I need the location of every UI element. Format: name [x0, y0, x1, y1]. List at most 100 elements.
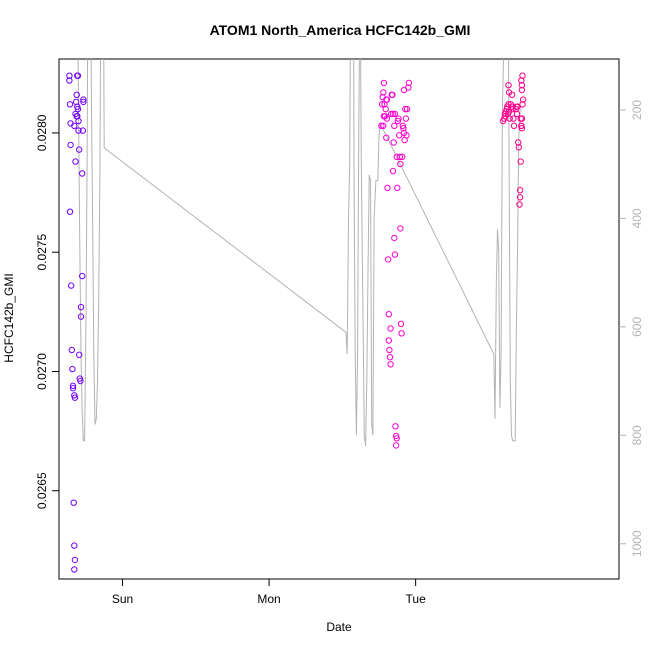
data-point-1-46: [399, 153, 406, 161]
data-point-0-28: [76, 146, 83, 153]
data-point-1-21: [387, 325, 394, 332]
data-point-1-26: [389, 167, 397, 175]
data-point-1-11: [383, 115, 391, 122]
data-point-0-8: [69, 365, 76, 373]
data-point-0-17: [71, 122, 78, 130]
data-point-1-15: [385, 256, 392, 263]
data-point-1-6: [380, 79, 388, 87]
data-point-1-18: [386, 346, 393, 354]
data-point-1-9: [382, 105, 389, 113]
data-point-1-16: [385, 311, 392, 318]
data-point-2-27: [517, 158, 524, 165]
data-point-2-22: [514, 103, 521, 110]
data-point-0-16: [71, 566, 78, 573]
data-point-1-45: [398, 330, 405, 337]
data-point-2-34: [518, 82, 526, 89]
data-point-0-30: [74, 72, 82, 79]
data-point-0-26: [75, 117, 82, 125]
data-point-0-38: [79, 127, 87, 134]
data-point-2-21: [513, 110, 521, 118]
data-point-0-25: [74, 105, 82, 113]
data-point-1-57: [405, 79, 413, 87]
data-point-0-40: [80, 98, 87, 106]
right-axis-series-line: [77, 59, 522, 447]
data-point-1-28: [391, 122, 398, 130]
data-point-1-41: [396, 153, 403, 161]
right-tick-label-2: 600: [630, 317, 644, 337]
data-point-0-1: [66, 77, 73, 84]
data-point-0-9: [69, 385, 77, 392]
data-point-1-19: [386, 354, 394, 361]
data-point-0-6: [68, 282, 75, 289]
data-point-1-5: [380, 122, 387, 130]
right-tick-label-1: 400: [630, 208, 644, 228]
data-point-1-13: [383, 96, 390, 103]
plot-frame: [58, 58, 620, 580]
data-point-2-10: [506, 115, 513, 122]
data-point-1-44: [397, 320, 405, 327]
data-point-0-39: [80, 96, 87, 103]
data-point-2-37: [517, 115, 524, 122]
right-tick-label-3: 800: [630, 425, 644, 445]
data-point-1-37: [394, 184, 401, 192]
x-tick-label-2: Tue: [406, 592, 427, 606]
data-point-1-32: [392, 423, 399, 430]
data-point-0-12: [71, 394, 79, 401]
data-point-1-24: [389, 91, 396, 99]
data-point-1-0: [378, 122, 385, 130]
data-point-2-24: [515, 144, 522, 151]
chart-title: ATOM1 North_America HCFC142b_GMI: [210, 22, 471, 38]
data-point-0-35: [77, 313, 85, 320]
data-point-0-7: [68, 346, 76, 354]
data-point-1-22: [388, 110, 395, 118]
data-point-1-51: [402, 105, 409, 113]
data-point-1-25: [389, 110, 397, 118]
data-point-0-33: [77, 377, 84, 385]
data-point-0-37: [79, 170, 86, 177]
data-point-0-5: [66, 208, 74, 215]
data-point-0-36: [79, 272, 86, 280]
x-axis-label: Date: [326, 620, 352, 634]
data-point-1-31: [391, 251, 399, 258]
right-axis-line-layer: [77, 59, 522, 447]
data-point-1-17: [385, 337, 392, 344]
data-point-2-39: [516, 194, 524, 201]
data-point-1-55: [403, 105, 411, 113]
data-point-1-10: [383, 134, 390, 141]
data-point-1-20: [387, 361, 394, 368]
data-point-1-48: [400, 125, 407, 132]
data-point-2-16: [510, 115, 517, 122]
data-point-2-33: [519, 72, 526, 79]
data-point-1-35: [393, 435, 400, 442]
data-point-0-18: [72, 158, 79, 165]
data-point-2-23: [515, 139, 522, 146]
y-tick-label-3: 0.0280: [35, 114, 49, 151]
data-point-1-30: [391, 234, 398, 242]
data-point-0-0: [66, 72, 73, 79]
data-point-0-2: [66, 101, 74, 108]
data-point-0-4: [67, 141, 74, 149]
y-tick-label-2: 0.0275: [35, 234, 49, 271]
data-point-0-31: [76, 351, 83, 358]
data-point-2-11: [505, 82, 512, 89]
data-point-0-14: [71, 542, 78, 549]
y-tick-label-1: 0.0270: [35, 353, 49, 390]
data-point-2-38: [518, 125, 526, 132]
data-point-1-56: [405, 84, 412, 91]
data-point-0-15: [71, 556, 79, 564]
data-point-1-3: [380, 89, 387, 96]
data-point-1-34: [392, 442, 400, 449]
data-point-2-35: [519, 96, 527, 103]
data-point-2-18: [508, 91, 516, 99]
data-point-1-27: [390, 139, 397, 146]
y-axis-label: HCFC142b_GMI: [2, 273, 16, 362]
data-point-0-34: [77, 303, 85, 311]
right-tick-label-0: 200: [630, 100, 644, 120]
x-tick-label-1: Mon: [257, 592, 280, 606]
data-point-0-13: [70, 499, 77, 506]
data-point-1-52: [402, 115, 410, 122]
data-point-0-20: [73, 91, 80, 99]
data-point-2-26: [516, 187, 524, 194]
data-point-2-30: [519, 101, 526, 108]
